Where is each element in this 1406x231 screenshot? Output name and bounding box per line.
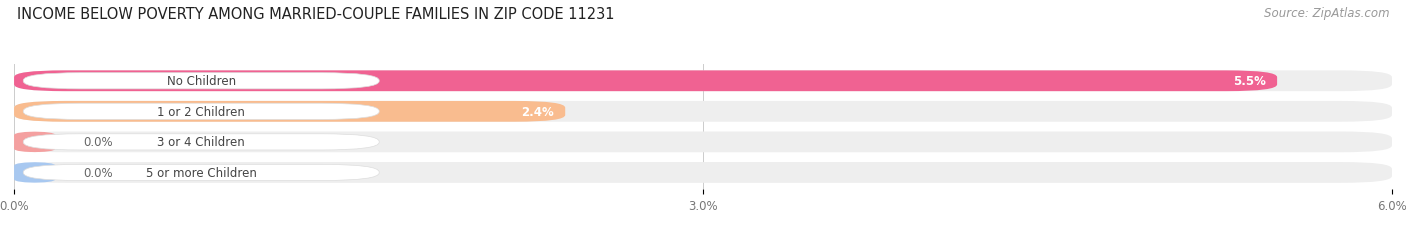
FancyBboxPatch shape [14,162,55,183]
FancyBboxPatch shape [14,71,1392,92]
Text: 2.4%: 2.4% [522,105,554,118]
Text: 5.5%: 5.5% [1233,75,1265,88]
FancyBboxPatch shape [24,104,380,120]
Text: 5 or more Children: 5 or more Children [146,166,257,179]
FancyBboxPatch shape [24,165,380,181]
FancyBboxPatch shape [14,132,1392,153]
FancyBboxPatch shape [24,134,380,150]
Text: 0.0%: 0.0% [83,166,112,179]
Text: 0.0%: 0.0% [83,136,112,149]
FancyBboxPatch shape [24,73,380,89]
FancyBboxPatch shape [14,162,1392,183]
Text: INCOME BELOW POVERTY AMONG MARRIED-COUPLE FAMILIES IN ZIP CODE 11231: INCOME BELOW POVERTY AMONG MARRIED-COUPL… [17,7,614,22]
FancyBboxPatch shape [14,101,1392,122]
Text: No Children: No Children [167,75,236,88]
FancyBboxPatch shape [14,101,565,122]
Text: 1 or 2 Children: 1 or 2 Children [157,105,245,118]
FancyBboxPatch shape [14,71,1277,92]
Text: 3 or 4 Children: 3 or 4 Children [157,136,245,149]
Text: Source: ZipAtlas.com: Source: ZipAtlas.com [1264,7,1389,20]
FancyBboxPatch shape [14,132,55,153]
